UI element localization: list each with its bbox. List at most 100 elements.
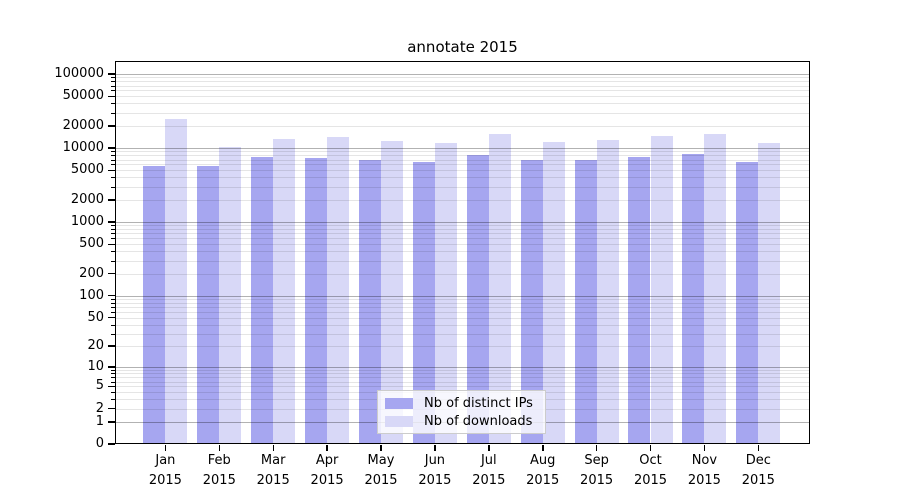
x-tick-label: Nov 2015 [674,451,734,491]
y-tick-label: 0 [95,436,104,451]
bar-downloads-10 [704,133,727,444]
gridline-minor [115,299,810,300]
x-tick-month: Aug [529,453,556,468]
gridline-major [115,148,810,149]
chart-title: annotate 2015 [407,38,518,56]
x-tick-year: 2015 [633,473,668,488]
bar-ips-3 [305,157,327,444]
y-minor-tick-mark [111,333,115,335]
x-tick-label: Aug 2015 [513,451,573,491]
y-tick-mark [108,272,115,275]
gridline-minor [115,302,810,304]
y-tick-label: 10 [87,358,104,374]
y-tick-mark [108,421,115,423]
x-tick-month: Sep [584,453,609,468]
bar-downloads-8 [596,139,619,444]
gridline-minor [115,90,810,92]
y-tick-label: 2000 [70,191,104,207]
x-tick-mark [326,445,328,451]
x-tick-label: Jan 2015 [135,451,195,491]
x-tick-mark [272,445,274,451]
gridline-minor [115,77,810,79]
bar-ips-11 [736,161,759,444]
x-tick-month: Jun [424,453,446,468]
x-tick-mark [649,445,652,451]
x-tick-mark [218,445,221,451]
x-tick-year: 2015 [526,473,560,488]
y-tick-mark [108,345,115,347]
gridline-minor [115,260,810,262]
y-tick-mark [108,385,115,388]
y-tick-label: 20000 [62,117,104,133]
y-minor-tick-mark [111,399,115,401]
legend-item-ips: Nb of distinct IPs [385,396,545,411]
y-minor-tick-mark [111,307,115,308]
x-tick-mark [380,445,382,451]
y-minor-tick-mark [111,381,115,383]
x-tick-year: 2015 [741,473,775,488]
gridline-minor [115,112,810,114]
gridline-minor [115,238,810,240]
x-tick-month: Jul [480,453,497,468]
y-minor-tick-mark [111,225,115,227]
y-tick-label: 200 [79,265,104,281]
y-minor-tick-mark [111,238,115,240]
x-tick-year: 2015 [364,473,398,488]
gridline-minor [115,177,810,179]
y-tick-label: 10000 [62,140,104,155]
gridline-minor [115,81,810,83]
y-minor-tick-mark [111,85,115,87]
x-tick-year: 2015 [472,473,506,488]
y-tick-mark [108,199,115,201]
gridline-minor [115,151,810,153]
legend-swatch-ips [385,397,413,409]
x-tick-mark [434,445,436,451]
y-tick-label: 1 [95,413,104,429]
gridline-minor [115,386,810,388]
gridline-major [115,295,810,297]
gridline-minor [115,324,810,326]
gridline-minor [115,317,810,319]
x-tick-month: Nov [691,453,718,468]
gridline-minor [115,377,810,379]
x-tick-year: 2015 [310,473,344,488]
x-tick-month: Oct [639,453,662,468]
gridline-minor [115,273,810,275]
gridline-minor [115,244,810,246]
gridline-major [115,366,810,368]
y-tick-label: 5 [95,378,104,394]
y-tick-label: 2 [95,400,104,416]
gridline-minor [115,159,810,161]
legend-swatch-downloads [385,415,413,427]
x-tick-month: May [367,453,395,468]
x-tick-label: Feb 2015 [189,451,249,491]
x-tick-month: Feb [207,453,231,468]
bar-ips-2 [251,156,274,444]
bar-ips-9 [628,156,651,444]
x-tick-month: Dec [745,453,771,468]
legend: Nb of distinct IPs Nb of downloads [377,390,546,434]
bar-downloads-9 [650,136,673,444]
y-minor-tick-mark [111,233,115,235]
x-tick-month: Mar [260,453,286,468]
x-tick-label: May 2015 [351,451,411,491]
bar-downloads-3 [327,136,350,444]
y-tick-mark [108,443,115,445]
gridline-minor [115,96,810,98]
bar-ips-8 [574,160,597,444]
gridline-minor [115,229,810,231]
y-tick-label: 1000 [70,214,104,229]
y-tick-label: 5000 [70,162,104,178]
y-minor-tick-mark [111,81,115,83]
y-minor-tick-mark [111,90,115,92]
y-tick-mark [108,95,115,97]
gridline-major [115,222,810,223]
y-minor-tick-mark [111,302,115,304]
gridline-minor [115,370,810,371]
y-tick-label: 100000 [54,66,104,81]
y-tick-label: 500 [79,236,104,252]
bar-downloads-11 [758,142,781,444]
x-tick-month: Apr [315,453,339,468]
y-minor-tick-mark [111,260,115,262]
bar-downloads-0 [165,118,188,444]
